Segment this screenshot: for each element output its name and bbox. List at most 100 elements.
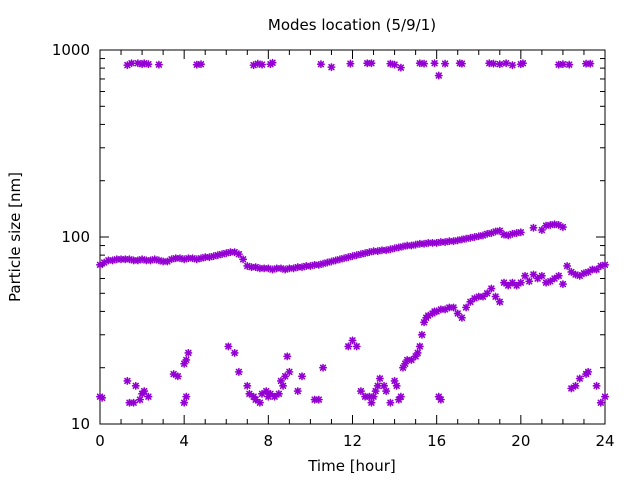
data-point — [230, 348, 239, 357]
data-point — [373, 381, 382, 390]
data-point — [386, 398, 395, 407]
y-tick-label: 100 — [61, 228, 90, 246]
data-point — [584, 367, 593, 376]
x-tick-label: 24 — [595, 432, 614, 450]
data-point — [258, 60, 267, 69]
data-point — [508, 61, 517, 70]
data-point — [140, 387, 149, 396]
data-point — [420, 59, 429, 68]
data-point — [508, 278, 517, 287]
data-point — [375, 374, 384, 383]
data-point — [529, 223, 538, 232]
data-point — [565, 60, 574, 69]
data-point — [293, 387, 302, 396]
data-point — [417, 330, 426, 339]
data-point — [131, 381, 140, 390]
data-point — [512, 281, 521, 290]
x-tick-label: 20 — [511, 432, 530, 450]
x-tick-label: 4 — [179, 432, 189, 450]
data-point — [382, 387, 391, 396]
data-point — [281, 372, 290, 381]
data-point — [495, 297, 504, 306]
data-point — [396, 392, 405, 401]
data-point — [516, 278, 525, 287]
data-point — [224, 342, 233, 351]
y-axis-label: Particle size [nm] — [6, 172, 24, 302]
data-point — [495, 60, 504, 69]
data-point — [592, 381, 601, 390]
data-point — [600, 392, 610, 401]
data-point — [239, 255, 248, 264]
data-point — [558, 280, 567, 289]
data-point — [180, 398, 189, 407]
data-point — [346, 59, 355, 68]
data-point — [154, 60, 163, 69]
data-point — [434, 71, 443, 80]
data-point — [243, 381, 252, 390]
data-point — [430, 59, 439, 68]
x-tick-label: 12 — [343, 432, 362, 450]
data-point — [123, 376, 132, 385]
data-point — [571, 381, 580, 390]
data-point — [586, 59, 595, 68]
data-point — [457, 313, 466, 322]
data-point — [516, 228, 525, 237]
data-point — [135, 395, 144, 404]
x-tick-label: 0 — [95, 432, 105, 450]
data-point — [319, 363, 328, 372]
data-point — [525, 277, 534, 286]
data-point — [415, 342, 424, 351]
data-point — [521, 271, 530, 280]
data-point — [554, 271, 563, 280]
data-point — [268, 58, 277, 67]
data-point — [352, 342, 361, 351]
data-point — [316, 60, 325, 69]
data-point — [129, 398, 138, 407]
tick-labels: 0 4 8 12 16 20 24 10 100 1000 — [52, 41, 615, 450]
data-point — [502, 59, 511, 68]
data-point — [491, 292, 500, 301]
data-point — [537, 271, 546, 280]
y-tick-label: 10 — [71, 415, 90, 433]
data-point — [348, 336, 357, 345]
data-point — [558, 223, 567, 232]
data-point — [563, 261, 572, 270]
data-point — [489, 59, 498, 68]
data-point — [449, 303, 458, 312]
plot-frame — [99, 49, 606, 425]
data-point — [344, 342, 353, 351]
data-point — [255, 398, 264, 407]
data-point — [396, 63, 405, 72]
data-point — [575, 374, 584, 383]
data-point — [441, 59, 450, 68]
y-tick-label: 1000 — [52, 41, 90, 59]
data-point — [274, 389, 283, 398]
data-point — [436, 395, 445, 404]
data-point — [487, 284, 496, 293]
data-point — [314, 395, 323, 404]
data-point — [182, 355, 191, 364]
data-point — [98, 393, 107, 402]
data-point — [367, 398, 376, 407]
chart-title: Modes location (5/9/1) — [268, 16, 436, 34]
data-point — [144, 392, 153, 401]
data-point — [234, 250, 243, 259]
data-point — [285, 367, 294, 376]
data-point — [356, 387, 365, 396]
data-point — [182, 392, 191, 401]
data-point — [558, 60, 567, 69]
data-point — [327, 63, 336, 72]
axis-ticks — [99, 49, 606, 425]
data-point — [457, 59, 466, 68]
data-point — [584, 267, 593, 276]
data-points — [95, 58, 610, 407]
data-point — [369, 392, 378, 401]
data-point — [127, 59, 136, 68]
data-point — [462, 303, 471, 312]
data-point — [392, 381, 401, 390]
data-point — [184, 348, 193, 357]
x-axis-label: Time [hour] — [307, 457, 396, 475]
data-point — [173, 372, 182, 381]
data-point — [279, 381, 288, 390]
